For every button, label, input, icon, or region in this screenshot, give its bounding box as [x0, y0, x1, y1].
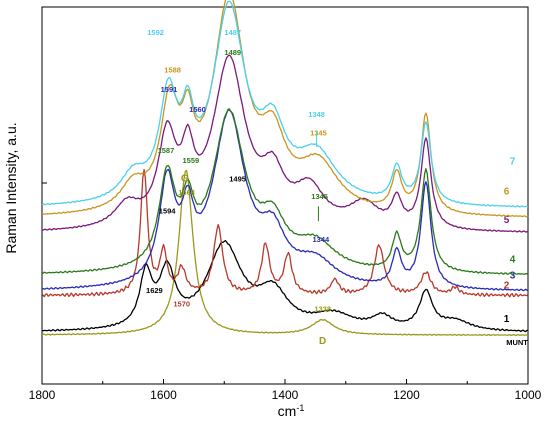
annotation-1487: 1487 [224, 28, 241, 37]
series-label-1: 1 [504, 314, 510, 325]
annotation-g: G [181, 173, 189, 184]
x-tick-label: 1000 [515, 388, 542, 402]
annotation-1587: 1587 [158, 146, 175, 155]
annotation-d: D [319, 336, 326, 347]
annotation-1495: 1495 [229, 174, 246, 183]
annotation-1489: 1489 [224, 48, 241, 57]
annotation-1570: 1570 [173, 300, 190, 309]
x-tick-label: 1200 [393, 388, 420, 402]
plot-area [41, 6, 529, 385]
annotation-1629: 1629 [146, 286, 163, 295]
series-line-MUNT [41, 169, 529, 337]
x-axis-title: cm-1 [278, 403, 305, 419]
annotation-munt: MUNT [506, 338, 528, 347]
annotation-1594: 1594 [159, 207, 177, 216]
series-label-7: 7 [510, 157, 516, 168]
annotation-1560: 1560 [189, 105, 206, 114]
series-line-5 [41, 54, 529, 233]
x-tick-label: 1800 [29, 388, 56, 402]
series-line-3 [41, 109, 529, 292]
series-line-4 [41, 108, 529, 276]
x-tick-label: 1400 [272, 388, 299, 402]
plot-frame [41, 6, 529, 385]
annotation-1344: 1344 [312, 235, 330, 244]
series-label-6: 6 [504, 186, 510, 197]
annotation-1345: 1345 [311, 192, 328, 201]
annotation-1559: 1559 [182, 156, 199, 165]
series-label-5: 5 [504, 215, 510, 226]
y-axis-title: Raman Intensity, a.u. [3, 122, 19, 253]
series-label-3: 3 [510, 271, 516, 282]
series-line-6 [41, 0, 529, 218]
series-line-2 [41, 168, 529, 298]
series-line-7 [41, 0, 529, 208]
annotation-1591: 1591 [161, 85, 178, 94]
x-tick-label: 1600 [150, 388, 177, 402]
series-label-2: 2 [504, 281, 510, 292]
annotation-1588: 1588 [164, 65, 181, 74]
series-label-4: 4 [510, 255, 516, 266]
annotation-1345: 1345 [310, 129, 327, 138]
annotation-layer: 1486159214871489158815911560134813451587… [146, 28, 528, 347]
annotation-1563: 1563 [178, 188, 195, 197]
series-line-1 [41, 239, 528, 333]
axis-layer: 1800 1600 1400 1200 1000 [29, 182, 542, 402]
annotation-1592: 1592 [147, 28, 164, 37]
annotation-1338: 1338 [314, 305, 331, 314]
annotation-1348: 1348 [308, 110, 325, 119]
